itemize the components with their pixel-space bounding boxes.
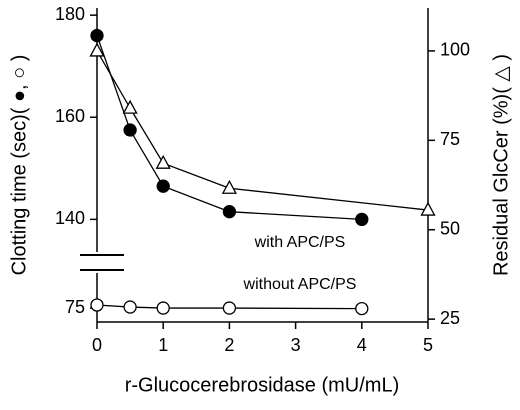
y2-axis-label: Residual GlcCer (%)( △ ): [490, 54, 512, 276]
circle-marker: [222, 205, 237, 219]
y-tick-label: 75: [65, 297, 85, 317]
y2-tick-label: 25: [440, 308, 460, 328]
circle-marker: [156, 179, 170, 193]
x-tick-label: 2: [224, 335, 234, 355]
y2-tick-label: 50: [440, 218, 460, 238]
x-axis-label: r-Glucocerebrosidase (mU/mL): [125, 374, 400, 396]
x-tick-label: 4: [357, 335, 367, 355]
circle-marker: [222, 301, 237, 315]
y2-tick-label: 100: [440, 40, 470, 60]
triangle-marker: [155, 154, 171, 169]
triangle-marker: [420, 201, 436, 216]
annotation: without APC/PS: [243, 276, 357, 293]
circle-marker: [355, 212, 369, 227]
circle-marker: [355, 301, 369, 316]
y-tick-label: 180: [55, 4, 85, 24]
series-line: [96, 50, 429, 211]
circle-marker: [90, 298, 104, 312]
y-tick-label: 160: [55, 106, 85, 126]
x-tick-label: 1: [158, 335, 168, 355]
x-tick-label: 5: [423, 335, 433, 355]
triangle-marker: [122, 99, 138, 114]
annotation: with APC/PS: [254, 234, 346, 251]
triangle-marker: [221, 179, 237, 194]
y-tick-label: 140: [55, 208, 85, 228]
circle-marker: [123, 300, 137, 314]
triangle-marker: [89, 42, 105, 57]
y2-tick-label: 75: [440, 129, 460, 149]
x-tick-label: 0: [92, 335, 102, 355]
x-tick-label: 3: [291, 335, 301, 355]
y-axis-label: Clotting time (sec)( ●, ○ ): [8, 55, 30, 276]
circle-marker: [156, 301, 170, 315]
circle-marker: [123, 123, 137, 137]
circle-marker: [90, 28, 104, 43]
